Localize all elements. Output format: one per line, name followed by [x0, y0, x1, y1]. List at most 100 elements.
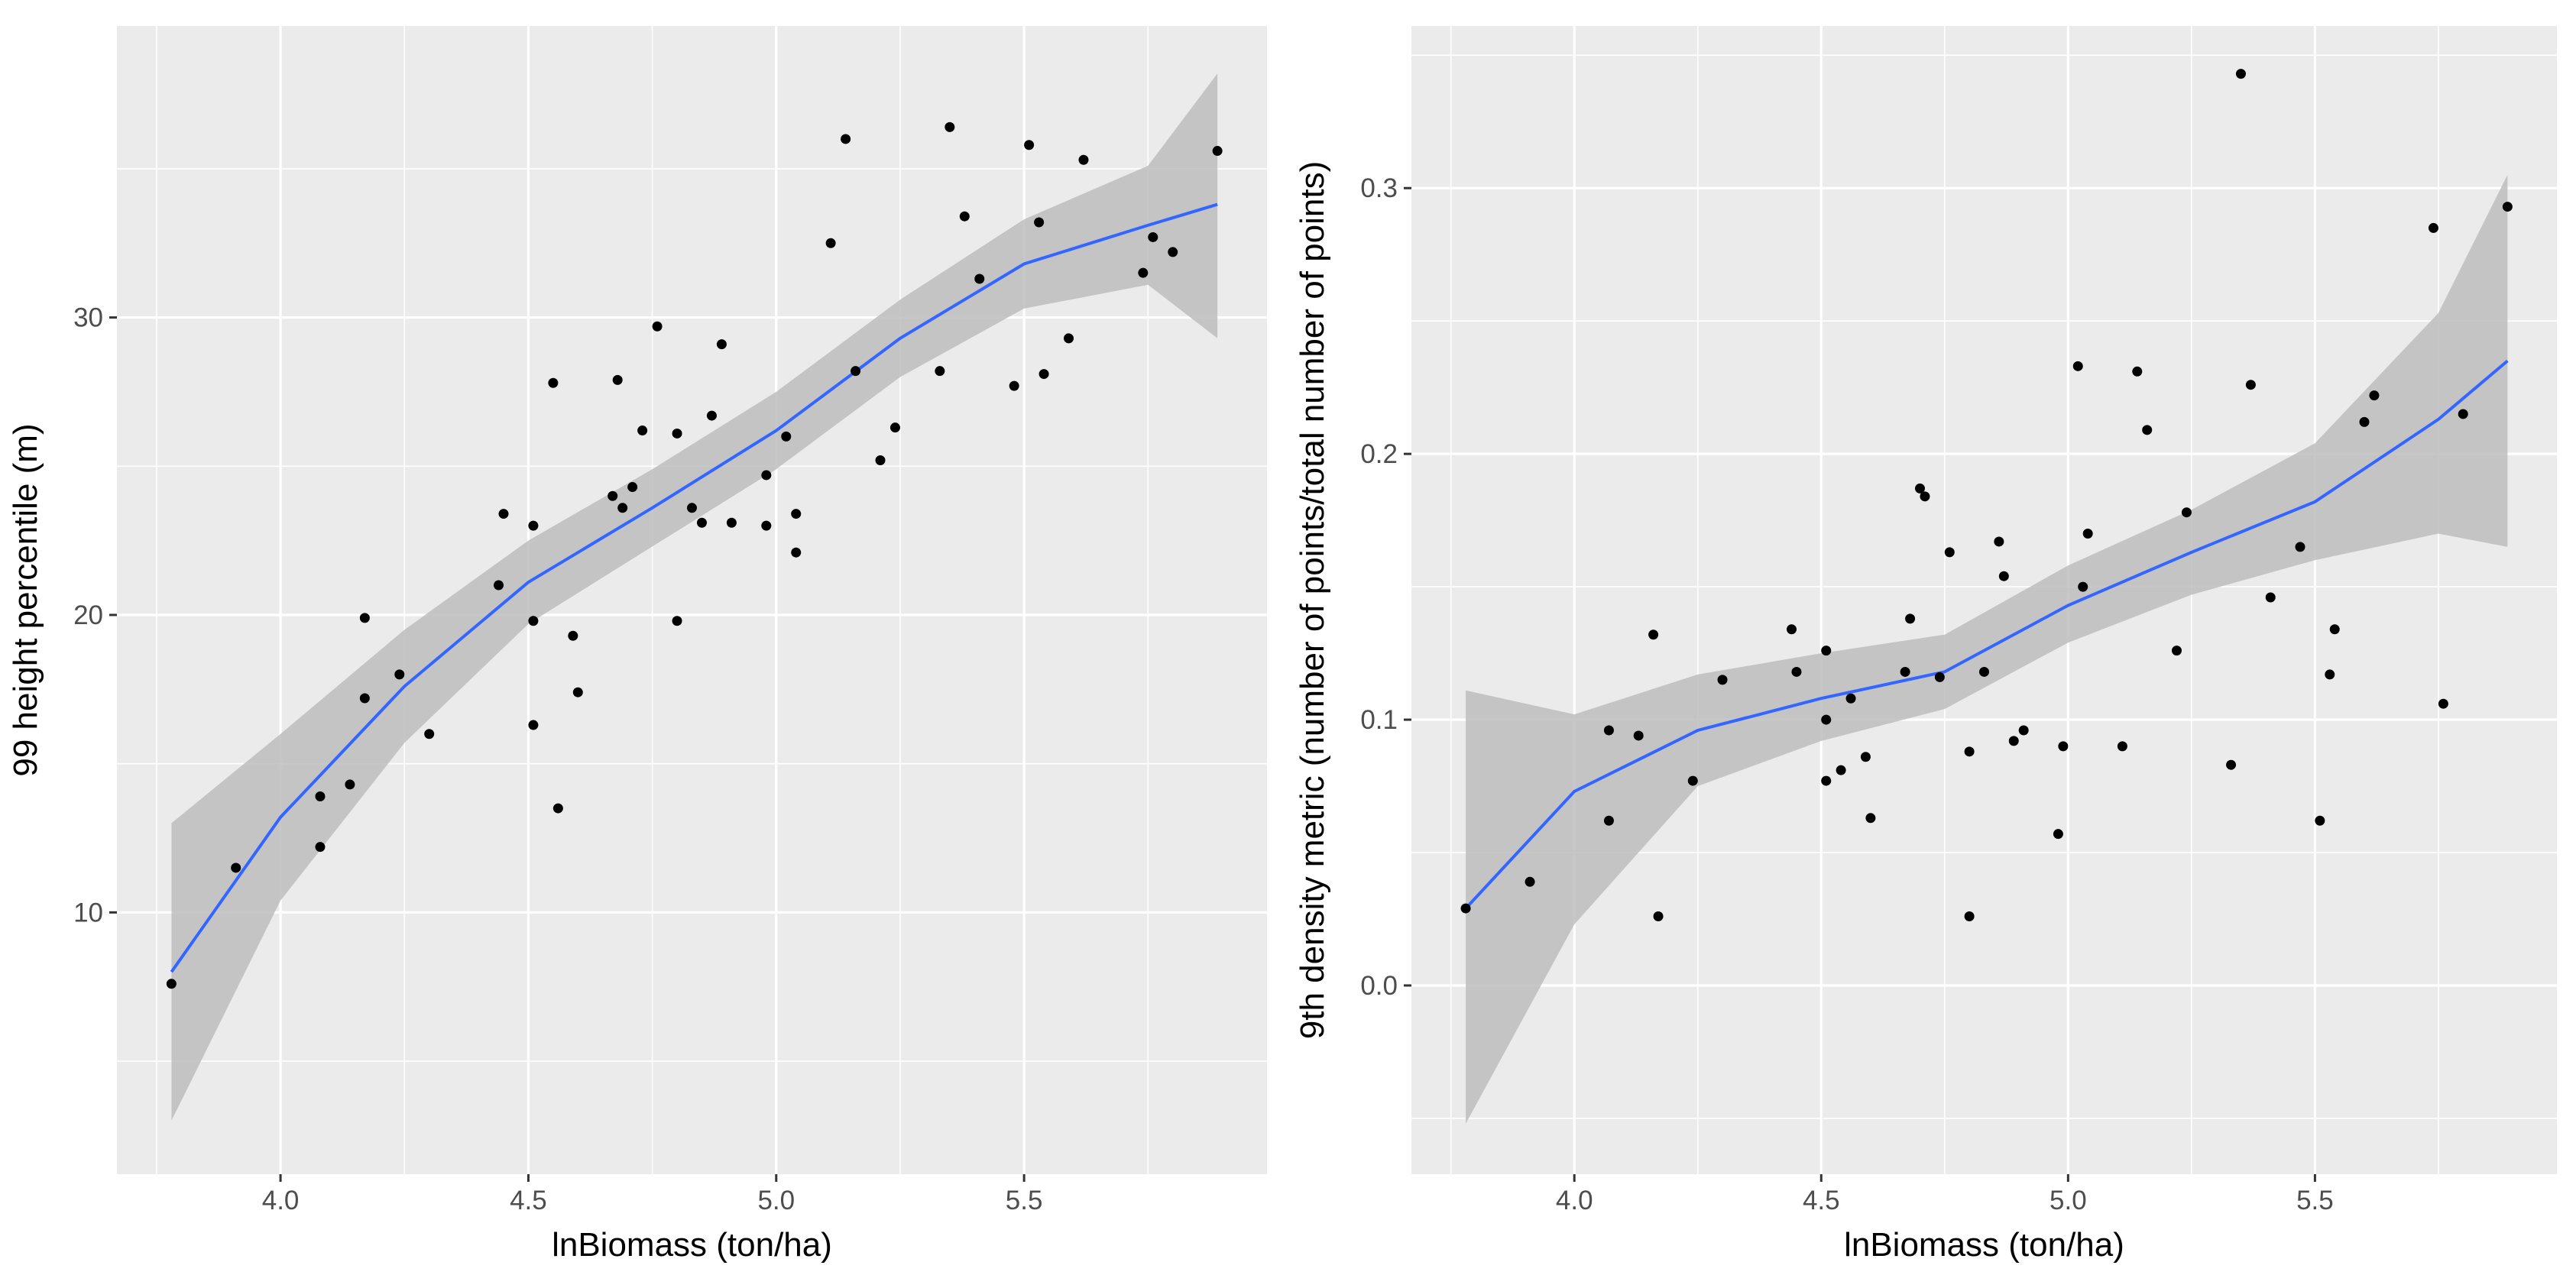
- data-point: [761, 470, 772, 481]
- data-point: [1934, 672, 1945, 682]
- data-point: [2132, 366, 2143, 377]
- y-tick-label: 0.3: [1360, 173, 1398, 203]
- data-point: [345, 779, 355, 790]
- data-point: [791, 509, 802, 519]
- data-point: [394, 669, 405, 680]
- data-point: [791, 547, 802, 558]
- y-tick-label: 30: [73, 303, 103, 333]
- data-point: [672, 428, 682, 439]
- data-point: [1039, 369, 1049, 380]
- data-point: [1148, 231, 1158, 242]
- x-tick-label: 5.0: [2049, 1186, 2087, 1215]
- data-point: [1024, 140, 1035, 150]
- data-point: [1865, 813, 1876, 824]
- data-point: [2235, 69, 2246, 79]
- data-point: [2325, 669, 2335, 680]
- x-tick-label: 5.0: [757, 1186, 795, 1215]
- data-point: [1905, 613, 1916, 624]
- data-point: [1212, 146, 1223, 157]
- data-point: [2117, 741, 2127, 752]
- data-point: [1034, 217, 1045, 228]
- y-tick-label: 20: [73, 600, 103, 630]
- y-axis: 0.0 0.1 0.2 0.3: [1360, 173, 1411, 1001]
- data-point: [2428, 222, 2438, 233]
- x-tick-label: 4.5: [510, 1186, 547, 1215]
- data-point: [1821, 775, 1832, 786]
- data-point: [612, 374, 623, 385]
- data-point: [2458, 409, 2468, 419]
- data-point: [315, 791, 326, 801]
- data-point: [841, 134, 851, 144]
- y-axis-title: 9th density metric (number of points/tot…: [1294, 161, 1331, 1039]
- smooth-line: [170, 202, 1218, 973]
- data-point: [2078, 581, 2088, 592]
- minor-gridlines: [1411, 26, 2557, 1174]
- data-point: [1138, 267, 1149, 278]
- data-point: [637, 426, 648, 436]
- data-point: [2438, 698, 2448, 709]
- data-point: [935, 366, 945, 377]
- x-axis: 4.0 4.5 5.0 5.5: [262, 1174, 1042, 1215]
- data-point: [1460, 903, 1471, 914]
- data-point: [726, 517, 737, 528]
- data-point: [1821, 714, 1832, 725]
- data-point: [889, 422, 900, 433]
- x-tick-label: 4.0: [1556, 1186, 1593, 1215]
- data-point: [424, 729, 435, 739]
- y-tick-label: 0.0: [1360, 971, 1398, 1001]
- data-point: [851, 366, 861, 377]
- data-point: [1845, 693, 1856, 704]
- data-point: [1064, 333, 1074, 344]
- data-point: [687, 503, 697, 513]
- data-point: [1168, 247, 1178, 257]
- data-point: [2072, 361, 2083, 371]
- data-point: [696, 517, 707, 528]
- x-axis-title: lnBiomass (ton/ha): [552, 1226, 832, 1264]
- data-point: [498, 509, 509, 519]
- data-point: [1998, 571, 2009, 581]
- data-point: [781, 431, 792, 442]
- data-point: [1860, 752, 1871, 762]
- minor-gridlines: [117, 26, 1267, 1174]
- confidence-band: [171, 73, 1218, 1121]
- smooth-line: [1464, 359, 2509, 910]
- data-point: [1900, 666, 1910, 677]
- data-point: [1078, 154, 1089, 165]
- data-points: [1460, 69, 2513, 922]
- data-point: [2058, 741, 2069, 752]
- data-point: [825, 238, 836, 248]
- data-point: [568, 630, 578, 641]
- data-point: [315, 842, 326, 853]
- data-point: [716, 339, 727, 350]
- data-point: [1009, 380, 1019, 391]
- data-point: [627, 482, 638, 493]
- data-point: [1633, 730, 1644, 741]
- data-point: [875, 455, 886, 465]
- data-point: [761, 520, 772, 531]
- data-point: [1791, 666, 1802, 677]
- data-point: [2245, 380, 2256, 390]
- data-point: [359, 613, 370, 623]
- data-point: [2018, 725, 2029, 736]
- data-point: [1653, 911, 1664, 922]
- data-point: [1994, 536, 2004, 547]
- data-point: [652, 321, 663, 332]
- data-point: [1836, 765, 1846, 775]
- x-tick-label: 5.5: [2296, 1186, 2334, 1215]
- data-point: [2502, 202, 2513, 212]
- data-point: [1979, 666, 1989, 677]
- data-point: [548, 377, 559, 388]
- y-axis: 10 20 30: [73, 303, 117, 927]
- data-point: [2369, 390, 2380, 401]
- data-point: [528, 720, 539, 730]
- data-point: [2315, 815, 2325, 826]
- data-point: [2181, 507, 2192, 518]
- data-point: [1944, 547, 1955, 558]
- x-tick-label: 4.0: [262, 1186, 300, 1215]
- data-point: [617, 503, 628, 513]
- data-point: [166, 979, 177, 989]
- data-point: [1964, 746, 1975, 757]
- data-point: [608, 490, 618, 501]
- y-axis-title: 99 height percentile (m): [7, 423, 44, 776]
